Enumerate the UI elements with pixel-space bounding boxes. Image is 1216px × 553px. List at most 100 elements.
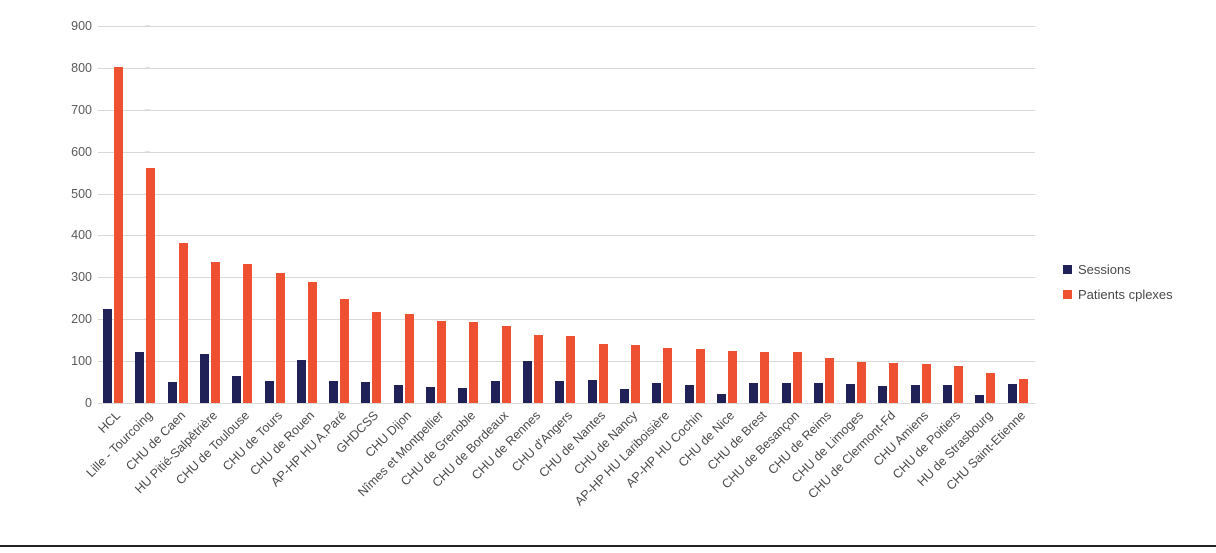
bar-group[interactable] — [781, 26, 814, 403]
y-tick-label-100: 100 — [71, 353, 92, 368]
bar-patients-cplexes[interactable] — [760, 351, 770, 403]
bar-patients-cplexes[interactable] — [598, 344, 608, 403]
bar-group[interactable] — [296, 26, 329, 403]
bar-patients-cplexes[interactable] — [695, 348, 705, 403]
bar-sessions[interactable] — [910, 385, 920, 403]
bar-patients-cplexes[interactable] — [210, 262, 220, 403]
bar-group[interactable] — [684, 26, 717, 403]
bar-sessions[interactable] — [943, 385, 953, 403]
legend-item[interactable]: Sessions — [1063, 262, 1213, 276]
gridline-400 — [98, 235, 1035, 237]
bar-patients-cplexes[interactable] — [340, 299, 350, 403]
bar-sessions[interactable] — [1007, 384, 1017, 403]
bar-sessions[interactable] — [393, 384, 403, 403]
bar-patients-cplexes[interactable] — [566, 335, 576, 403]
bar-group[interactable] — [393, 26, 426, 403]
bar-patients-cplexes[interactable] — [469, 322, 479, 403]
bar-sessions[interactable] — [523, 361, 533, 403]
bar-group[interactable] — [652, 26, 684, 403]
bar-patients-cplexes[interactable] — [178, 243, 188, 403]
bar-group[interactable] — [458, 26, 490, 403]
legend-label: Sessions — [1078, 261, 1131, 277]
bar-group[interactable] — [749, 26, 781, 403]
legend-item[interactable]: Patients cplexes — [1063, 287, 1213, 301]
bar-patients-cplexes[interactable] — [792, 351, 802, 403]
bar-sessions[interactable] — [167, 382, 177, 403]
bar-sessions[interactable] — [684, 384, 694, 403]
bar-sessions[interactable] — [716, 393, 726, 403]
bar-group[interactable] — [135, 26, 167, 403]
bar-sessions[interactable] — [878, 386, 888, 403]
chart-legend: Sessions Patients cplexes — [1063, 262, 1213, 312]
bar-patients-cplexes[interactable] — [437, 320, 447, 403]
bar-group[interactable] — [264, 26, 297, 403]
bar-sessions[interactable] — [846, 384, 856, 403]
bar-sessions[interactable] — [490, 380, 500, 403]
bar-patients-cplexes[interactable] — [275, 272, 285, 403]
bar-group[interactable] — [523, 26, 555, 403]
bar-patients-cplexes[interactable] — [114, 67, 123, 403]
bar-sessions[interactable] — [975, 394, 985, 403]
bar-group[interactable] — [975, 26, 1007, 403]
bar-patients-cplexes[interactable] — [243, 264, 253, 403]
bar-patients-cplexes[interactable] — [889, 362, 899, 403]
bar-sessions[interactable] — [781, 383, 791, 403]
bar-patients-cplexes[interactable] — [954, 366, 964, 403]
bar-patients-cplexes[interactable] — [630, 345, 640, 403]
bar-group[interactable] — [943, 26, 975, 403]
bar-sessions[interactable] — [361, 382, 371, 403]
bar-patients-cplexes[interactable] — [372, 311, 382, 403]
y-tick-label-300: 300 — [71, 270, 92, 285]
bar-group[interactable] — [619, 26, 652, 403]
bar-sessions[interactable] — [587, 380, 597, 403]
bar-sessions[interactable] — [264, 380, 274, 403]
bar-group[interactable] — [167, 26, 200, 403]
bar-group[interactable] — [878, 26, 910, 403]
bar-group[interactable] — [103, 26, 135, 403]
bar-group[interactable] — [1007, 26, 1040, 403]
bar-patients-cplexes[interactable] — [404, 313, 414, 403]
bar-group[interactable] — [361, 26, 393, 403]
bar-sessions[interactable] — [199, 354, 209, 403]
bar-sessions[interactable] — [232, 375, 242, 403]
gridline-500 — [98, 193, 1035, 195]
y-tick-label-700: 700 — [71, 102, 92, 117]
bar-patients-cplexes[interactable] — [986, 372, 996, 403]
bar-patients-cplexes[interactable] — [307, 282, 317, 403]
bar-patients-cplexes[interactable] — [824, 357, 834, 403]
bar-patients-cplexes[interactable] — [727, 351, 737, 403]
bar-sessions[interactable] — [296, 359, 306, 403]
chart-title-remnant — [0, 0, 1216, 6]
bar-group[interactable] — [716, 26, 749, 403]
bar-patients-cplexes[interactable] — [1018, 378, 1028, 403]
y-tick-label-500: 500 — [71, 186, 92, 201]
bar-group[interactable] — [555, 26, 587, 403]
bar-sessions[interactable] — [619, 389, 629, 403]
bar-group[interactable] — [587, 26, 620, 403]
bar-sessions[interactable] — [458, 387, 468, 403]
bar-group[interactable] — [813, 26, 846, 403]
bar-patients-cplexes[interactable] — [857, 361, 867, 403]
bar-patients-cplexes[interactable] — [921, 364, 931, 403]
bar-group[interactable] — [846, 26, 878, 403]
bar-group[interactable] — [426, 26, 458, 403]
bar-group[interactable] — [910, 26, 943, 403]
bar-sessions[interactable] — [329, 381, 339, 403]
bar-group[interactable] — [199, 26, 232, 403]
bar-sessions[interactable] — [652, 383, 662, 403]
bar-sessions[interactable] — [555, 381, 565, 403]
bar-sessions[interactable] — [813, 383, 823, 403]
y-tick-label-400: 400 — [71, 228, 92, 243]
bar-sessions[interactable] — [426, 387, 436, 403]
bar-group[interactable] — [232, 26, 264, 403]
bar-patients-cplexes[interactable] — [146, 168, 156, 403]
bar-sessions[interactable] — [749, 382, 759, 403]
bar-patients-cplexes[interactable] — [501, 325, 511, 403]
bar-sessions[interactable] — [103, 308, 112, 403]
bottom-divider — [0, 545, 1216, 547]
bar-group[interactable] — [490, 26, 523, 403]
bar-sessions[interactable] — [135, 352, 145, 403]
bar-group[interactable] — [329, 26, 361, 403]
bar-patients-cplexes[interactable] — [663, 348, 673, 403]
bar-patients-cplexes[interactable] — [534, 334, 544, 403]
